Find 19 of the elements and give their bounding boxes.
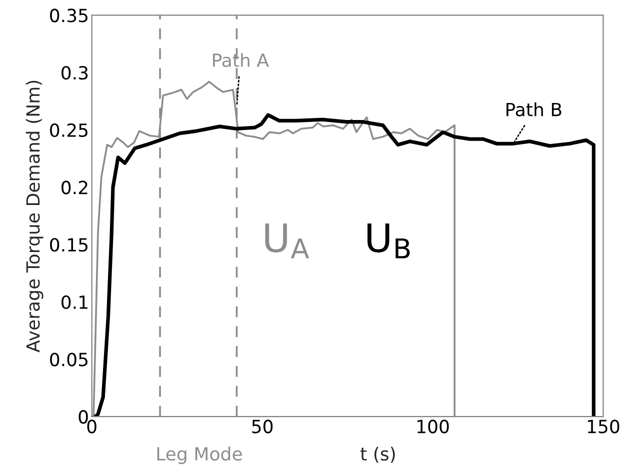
y-axis-title: Average Torque Demand (Nm) — [26, 80, 44, 352]
x-tick-label: 0 — [87, 420, 96, 434]
annotation: Path A — [213, 53, 269, 68]
y-tick-label: 0.25 — [50, 123, 88, 137]
y-tick-label: 0.35 — [50, 8, 88, 22]
annotation: Path B — [506, 102, 562, 116]
annotation: U$_{B}$ — [368, 224, 410, 258]
y-tick-label: 0.3 — [62, 66, 88, 80]
text: Leg Mode — [157, 446, 242, 464]
y-tick-label: 0 — [78, 410, 88, 424]
y-tick-label: 0.15 — [50, 238, 88, 252]
y-tick-label: 0.2 — [62, 180, 88, 194]
y-tick-label: 0.1 — [62, 295, 88, 310]
annotation: U$_{A}$ — [265, 224, 310, 258]
y-tick-label: 0.05 — [50, 352, 88, 366]
x-tick-label: 100 — [418, 420, 449, 434]
x-axis-title: t (s) — [360, 446, 395, 463]
x-tick-label: 50 — [252, 420, 273, 434]
x-tick-label: 150 — [588, 420, 620, 434]
